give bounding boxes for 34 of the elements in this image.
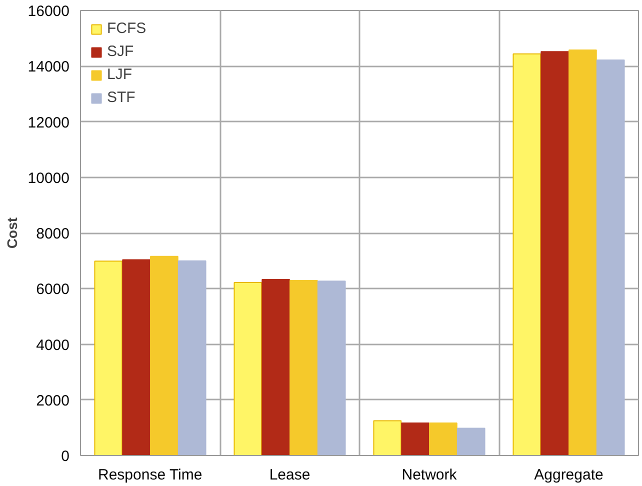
bar xyxy=(178,260,206,456)
y-tick-label: 12000 xyxy=(28,114,70,132)
bar xyxy=(290,280,318,456)
x-tick-label: Aggregate xyxy=(534,466,604,484)
x-tick-label: Lease xyxy=(269,466,310,484)
bar xyxy=(596,60,625,456)
legend-label: SJF xyxy=(107,43,134,60)
bar xyxy=(429,422,458,456)
y-tick-label: 4000 xyxy=(36,336,70,354)
x-tick-label: Network xyxy=(402,466,458,484)
y-tick-label: 6000 xyxy=(36,281,70,298)
y-tick-label: 8000 xyxy=(36,226,70,242)
legend-label: LJF xyxy=(107,66,132,83)
bar xyxy=(512,53,542,456)
bar xyxy=(373,420,402,456)
bar xyxy=(122,259,150,456)
y-tick-label: 16000 xyxy=(28,3,70,20)
bar xyxy=(262,278,290,456)
bar xyxy=(150,256,178,456)
bar xyxy=(401,422,430,456)
legend-label: FCFS xyxy=(107,20,146,37)
bar xyxy=(456,428,486,456)
bar xyxy=(540,51,569,456)
y-tick-label: 10000 xyxy=(28,170,70,187)
y-axis-title: Cost xyxy=(4,217,20,249)
bar xyxy=(317,280,346,456)
y-tick-label: 14000 xyxy=(28,58,70,76)
bar xyxy=(94,260,123,456)
bar xyxy=(568,49,597,456)
y-tick-label: 2000 xyxy=(36,392,70,410)
x-tick-label: Response Time xyxy=(98,466,202,484)
y-tick-label: 0 xyxy=(61,448,70,465)
bar xyxy=(234,282,262,456)
legend-label: STF xyxy=(107,89,136,106)
